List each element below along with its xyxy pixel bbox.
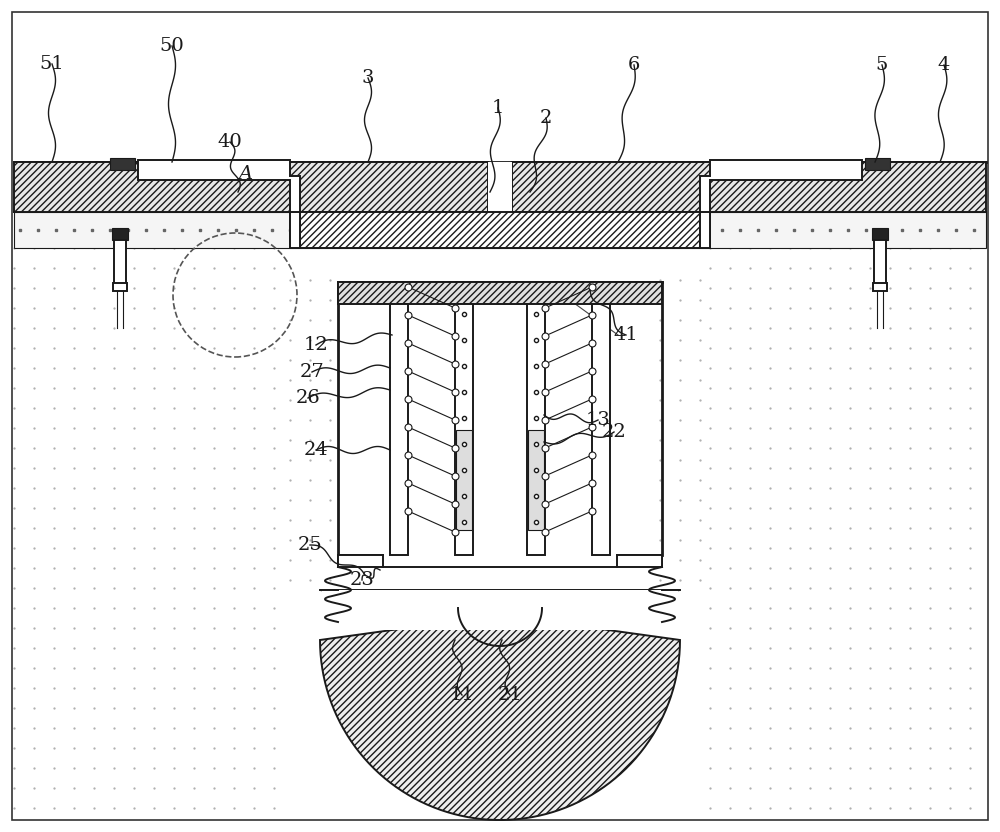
Text: 27: 27 [300, 363, 324, 381]
Text: 6: 6 [628, 56, 640, 74]
Polygon shape [488, 162, 512, 212]
Polygon shape [512, 162, 986, 212]
Polygon shape [14, 212, 986, 248]
Text: 1: 1 [492, 99, 504, 117]
Text: 50: 50 [160, 37, 184, 55]
Polygon shape [528, 430, 544, 530]
Text: 3: 3 [362, 69, 374, 87]
Text: 22: 22 [602, 423, 626, 441]
Polygon shape [872, 228, 888, 240]
Polygon shape [322, 590, 678, 630]
Polygon shape [390, 304, 408, 555]
Polygon shape [700, 160, 862, 248]
Polygon shape [113, 283, 127, 291]
Text: 5: 5 [876, 56, 888, 74]
Text: 24: 24 [304, 441, 328, 459]
Polygon shape [14, 162, 488, 212]
Text: A: A [239, 165, 253, 183]
Polygon shape [320, 590, 680, 820]
Polygon shape [527, 304, 545, 555]
Text: 12: 12 [304, 336, 328, 354]
Polygon shape [138, 160, 300, 248]
Text: 4: 4 [938, 56, 950, 74]
Polygon shape [300, 212, 700, 248]
Polygon shape [112, 228, 128, 240]
Text: 26: 26 [296, 389, 320, 407]
Polygon shape [865, 158, 890, 170]
Polygon shape [617, 555, 662, 567]
Polygon shape [700, 212, 710, 248]
Text: 2: 2 [540, 109, 552, 127]
Text: 21: 21 [498, 686, 522, 704]
Polygon shape [874, 240, 886, 285]
Text: 25: 25 [298, 536, 322, 554]
Polygon shape [110, 158, 135, 170]
Text: 40: 40 [218, 133, 242, 151]
Polygon shape [338, 282, 662, 304]
Polygon shape [290, 212, 300, 248]
Polygon shape [456, 430, 472, 530]
Polygon shape [114, 240, 126, 285]
Text: 23: 23 [350, 571, 374, 589]
Text: 51: 51 [40, 55, 64, 73]
Text: 41: 41 [614, 326, 638, 344]
Text: 11: 11 [450, 686, 474, 704]
Polygon shape [338, 555, 383, 567]
Polygon shape [873, 283, 887, 291]
Polygon shape [455, 304, 473, 555]
Polygon shape [592, 304, 610, 555]
Text: 13: 13 [586, 411, 610, 429]
